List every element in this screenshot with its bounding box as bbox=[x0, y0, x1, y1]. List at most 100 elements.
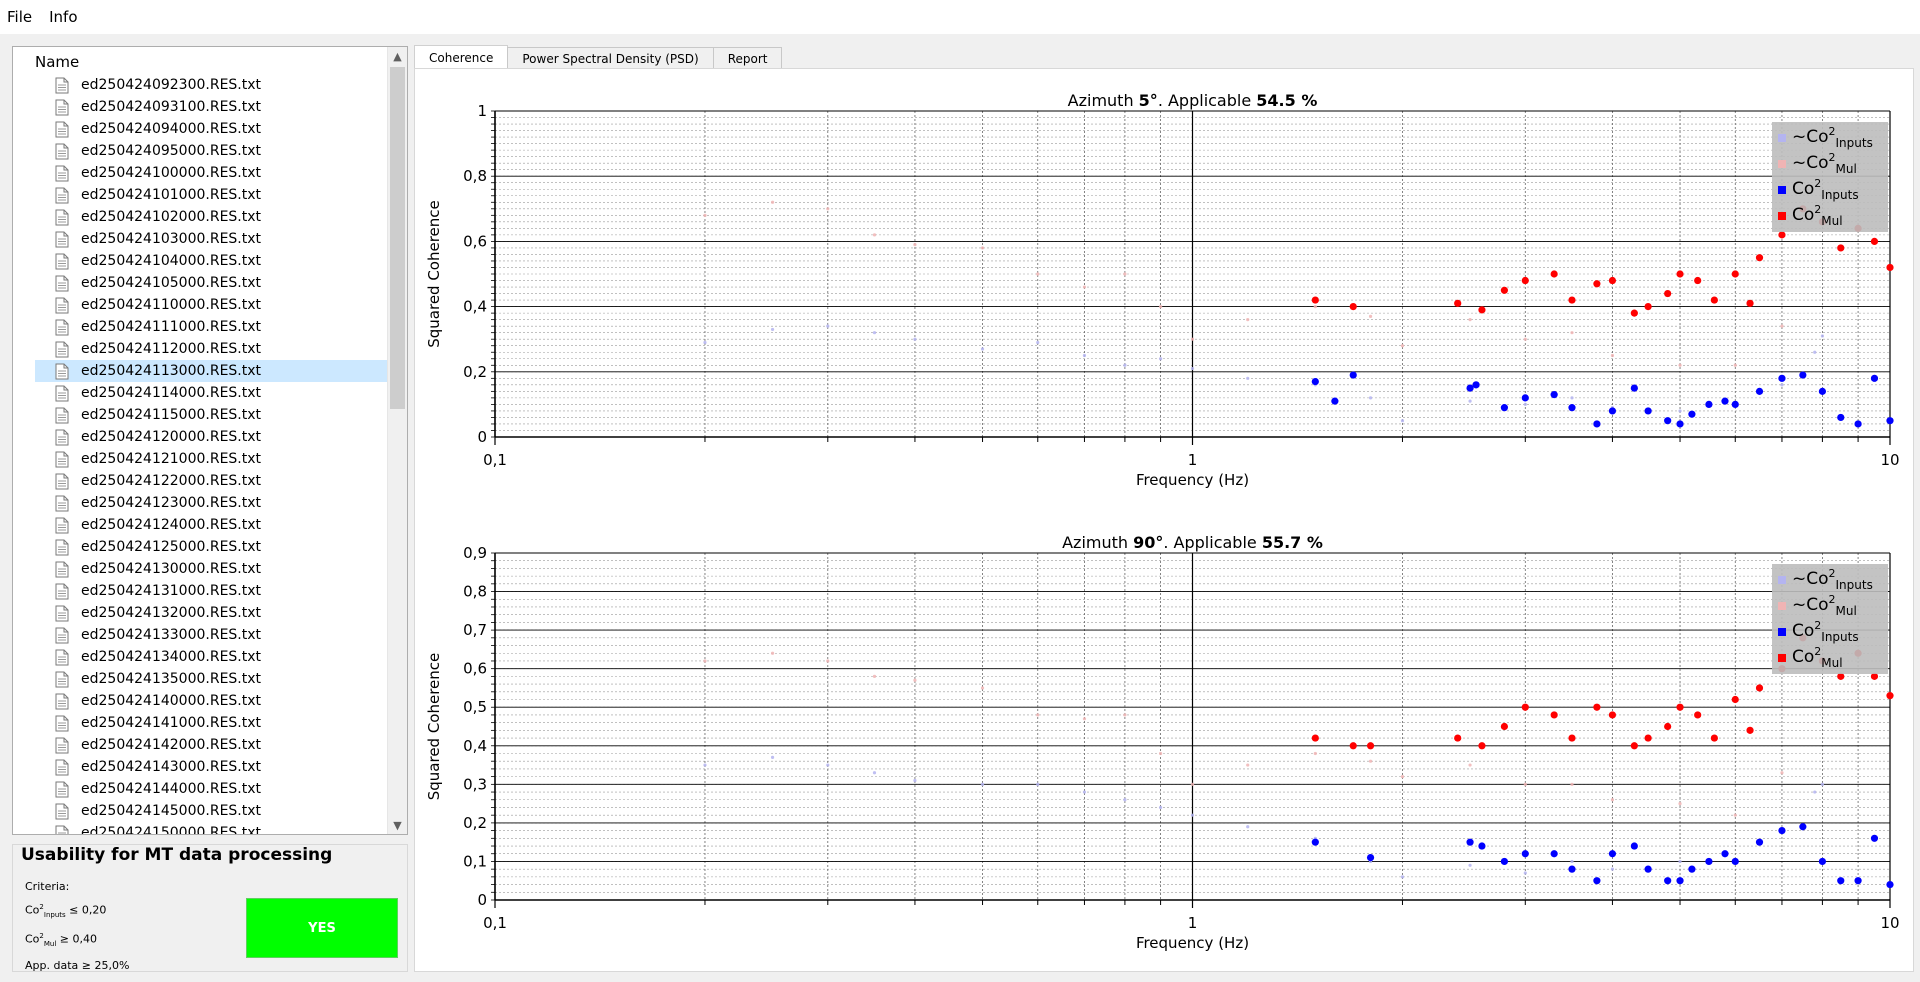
file-list-item[interactable]: ed250424144000.RES.txt bbox=[35, 778, 387, 800]
data-point bbox=[980, 347, 985, 351]
data-point bbox=[1780, 324, 1784, 328]
file-list-item[interactable]: ed250424101000.RES.txt bbox=[35, 184, 387, 206]
chart-title-mid: . Applicable bbox=[1163, 533, 1261, 552]
file-name: ed250424124000.RES.txt bbox=[81, 517, 262, 533]
legend-exp: 2 bbox=[1814, 177, 1821, 190]
criteria-label: Criteria: bbox=[25, 880, 70, 893]
file-name: ed250424113000.RES.txt bbox=[81, 363, 262, 379]
tab-psd[interactable]: Power Spectral Density (PSD) bbox=[507, 47, 714, 69]
data-point bbox=[980, 686, 985, 690]
file-list-item[interactable]: ed250424092300.RES.txt bbox=[35, 74, 387, 96]
data-point bbox=[1568, 296, 1576, 304]
file-icon bbox=[55, 297, 69, 313]
file-list-item[interactable]: ed250424112000.RES.txt bbox=[35, 338, 387, 360]
tab-report[interactable]: Report bbox=[712, 47, 783, 69]
legend-exp: 2 bbox=[1814, 619, 1821, 632]
file-list-item[interactable]: ed250424140000.RES.txt bbox=[35, 690, 387, 712]
file-list-item[interactable]: ed250424124000.RES.txt bbox=[35, 514, 387, 536]
file-list-item[interactable]: ed250424094000.RES.txt bbox=[35, 118, 387, 140]
data-point bbox=[1664, 289, 1672, 298]
file-list-item[interactable]: ed250424123000.RES.txt bbox=[35, 492, 387, 514]
file-list-item[interactable]: ed250424100000.RES.txt bbox=[35, 162, 387, 184]
list-header-name[interactable]: Name bbox=[35, 53, 80, 71]
data-point bbox=[1523, 402, 1527, 406]
data-point bbox=[1400, 419, 1405, 423]
data-point bbox=[1570, 396, 1574, 400]
file-icon bbox=[55, 605, 69, 621]
data-point bbox=[1500, 404, 1508, 412]
y-tick-label: 0,8 bbox=[463, 583, 487, 601]
data-point bbox=[1311, 377, 1319, 386]
data-point bbox=[1678, 363, 1682, 367]
file-name: ed250424102000.RES.txt bbox=[81, 209, 262, 225]
file-list-item[interactable]: ed250424120000.RES.txt bbox=[35, 426, 387, 448]
file-list-item[interactable]: ed250424150000.RES.txt bbox=[35, 822, 387, 834]
data-point bbox=[1082, 285, 1087, 289]
data-point bbox=[1036, 713, 1040, 717]
file-list-item[interactable]: ed250424113000.RES.txt bbox=[35, 360, 387, 382]
file-list-item[interactable]: ed250424134000.RES.txt bbox=[35, 646, 387, 668]
legend-sub: Mul bbox=[1821, 656, 1842, 670]
data-point bbox=[1036, 340, 1040, 345]
data-point bbox=[1608, 850, 1617, 858]
file-list-item[interactable]: ed250424115000.RES.txt bbox=[35, 404, 387, 426]
chart-title-percent: 55.7 % bbox=[1262, 533, 1323, 552]
file-list-item[interactable]: ed250424102000.RES.txt bbox=[35, 206, 387, 228]
data-point bbox=[703, 763, 707, 767]
file-name: ed250424094000.RES.txt bbox=[81, 121, 262, 137]
file-list-item[interactable]: ed250424105000.RES.txt bbox=[35, 272, 387, 294]
data-point bbox=[1721, 397, 1729, 405]
data-point bbox=[1780, 383, 1784, 387]
scroll-down-arrow[interactable]: ▼ bbox=[393, 818, 402, 832]
file-list-item[interactable]: ed250424114000.RES.txt bbox=[35, 382, 387, 404]
criterion-app-data: App. data ≥ 25,0% bbox=[25, 958, 130, 972]
menu-file[interactable]: File bbox=[7, 8, 33, 26]
file-list-item[interactable]: ed250424142000.RES.txt bbox=[35, 734, 387, 756]
file-list-item[interactable]: ed250424104000.RES.txt bbox=[35, 250, 387, 272]
file-list-item[interactable]: ed250424122000.RES.txt bbox=[35, 470, 387, 492]
data-point bbox=[1664, 722, 1672, 731]
legend-exp: 2 bbox=[1814, 645, 1821, 658]
legend-swatch bbox=[1778, 134, 1786, 142]
file-list-item[interactable]: ed250424145000.RES.txt bbox=[35, 800, 387, 822]
x-tick-label: 0,1 bbox=[483, 451, 507, 469]
data-point bbox=[1733, 813, 1737, 817]
data-point bbox=[1036, 272, 1040, 276]
file-list-item[interactable]: ed250424103000.RES.txt bbox=[35, 228, 387, 250]
file-list-item[interactable]: ed250424133000.RES.txt bbox=[35, 624, 387, 646]
file-list-item[interactable]: ed250424130000.RES.txt bbox=[35, 558, 387, 580]
data-point bbox=[1755, 838, 1764, 846]
legend-entry: ~Co2Inputs bbox=[1792, 567, 1873, 592]
file-list-item[interactable]: ed250424121000.RES.txt bbox=[35, 448, 387, 470]
y-tick-label: 0 bbox=[477, 428, 487, 446]
data-point bbox=[1368, 759, 1373, 763]
menu-info[interactable]: Info bbox=[49, 8, 78, 26]
file-list: ed250424092300.RES.txt ed250424093100.RES… bbox=[13, 74, 389, 834]
data-point bbox=[703, 213, 707, 217]
file-list-scrollbar[interactable]: ▲ ▼ bbox=[387, 47, 407, 834]
file-list-item[interactable]: ed250424132000.RES.txt bbox=[35, 602, 387, 624]
usability-result-yes[interactable]: YES bbox=[246, 898, 398, 958]
scroll-thumb[interactable] bbox=[390, 67, 405, 409]
scroll-up-arrow[interactable]: ▲ bbox=[393, 49, 402, 63]
file-list-item[interactable]: ed250424131000.RES.txt bbox=[35, 580, 387, 602]
y-tick-label: 0 bbox=[477, 891, 487, 909]
data-point bbox=[703, 659, 707, 663]
series-approx_mul bbox=[703, 651, 1784, 817]
data-point bbox=[1813, 350, 1817, 354]
file-list-item[interactable]: ed250424125000.RES.txt bbox=[35, 536, 387, 558]
x-axis-label: Frequency (Hz) bbox=[1136, 934, 1249, 952]
file-list-item[interactable]: ed250424093100.RES.txt bbox=[35, 96, 387, 118]
file-list-item[interactable]: ed250424095000.RES.txt bbox=[35, 140, 387, 162]
file-list-item[interactable]: ed250424110000.RES.txt bbox=[35, 294, 387, 316]
file-list-item[interactable]: ed250424141000.RES.txt bbox=[35, 712, 387, 734]
file-list-item[interactable]: ed250424111000.RES.txt bbox=[35, 316, 387, 338]
file-name: ed250424093100.RES.txt bbox=[81, 99, 262, 115]
tab-coherence[interactable]: Coherence bbox=[414, 45, 509, 69]
data-point bbox=[1721, 850, 1729, 858]
data-point bbox=[1472, 381, 1480, 389]
file-list-item[interactable]: ed250424135000.RES.txt bbox=[35, 668, 387, 690]
data-point bbox=[770, 755, 775, 759]
file-icon bbox=[55, 363, 69, 379]
file-list-item[interactable]: ed250424143000.RES.txt bbox=[35, 756, 387, 778]
